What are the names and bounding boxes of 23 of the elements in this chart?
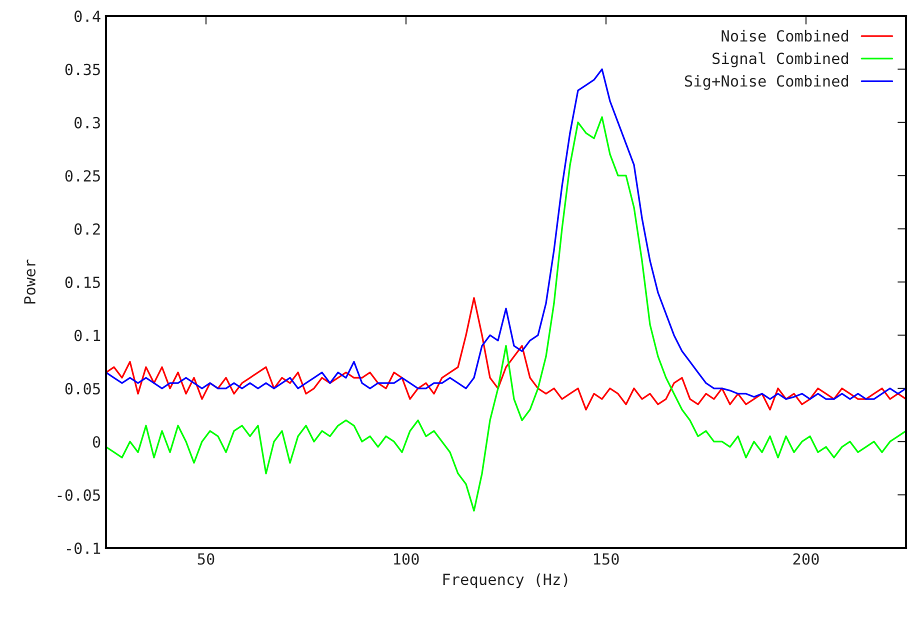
x-tick-label: 200 bbox=[793, 553, 819, 565]
line-series bbox=[106, 297, 906, 411]
y-tick-label: 0.2 bbox=[74, 223, 100, 235]
y-tick-label: 0 bbox=[92, 436, 100, 448]
legend-label: Noise Combined bbox=[722, 30, 848, 42]
y-tick-label: 0.1 bbox=[74, 330, 100, 342]
y-tick-label: -0.1 bbox=[67, 542, 100, 554]
y-tick-label: 0.05 bbox=[65, 382, 100, 394]
y-tick-label: 0.25 bbox=[65, 170, 100, 182]
y-tick-label: 0.35 bbox=[65, 64, 100, 76]
x-axis-title: Frequency (Hz) bbox=[443, 573, 568, 588]
x-tick-label: 50 bbox=[198, 553, 214, 565]
legend-label: Signal Combined bbox=[712, 52, 848, 68]
y-axis-title: Power bbox=[24, 260, 36, 304]
x-tick-label: 150 bbox=[594, 553, 619, 565]
y-tick-label: 0.3 bbox=[74, 116, 100, 128]
y-tick-label: 0.4 bbox=[74, 10, 100, 22]
line-series bbox=[106, 68, 906, 400]
y-tick-label: 0.15 bbox=[65, 276, 100, 288]
x-tick-label: 100 bbox=[394, 553, 419, 565]
y-tick-label: -0.05 bbox=[58, 489, 100, 501]
line-series bbox=[106, 116, 906, 512]
legend-label: Sig+Noise Combined bbox=[684, 74, 848, 90]
